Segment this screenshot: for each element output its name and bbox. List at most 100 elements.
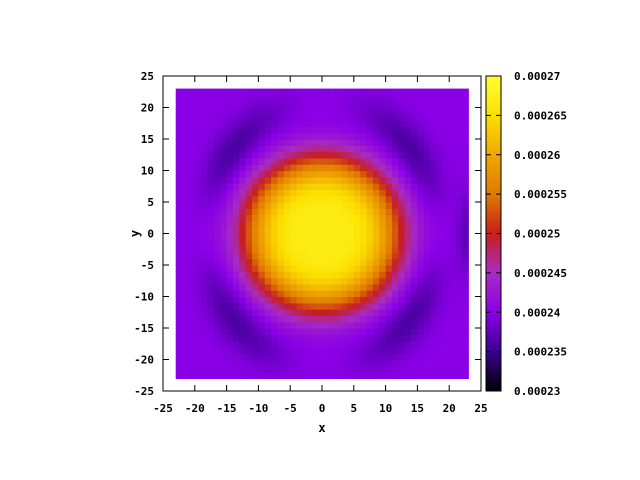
heatmap-cell [188, 145, 196, 153]
heatmap-cell [283, 302, 291, 310]
heatmap-cell [182, 220, 190, 228]
heatmap-cell [188, 139, 196, 146]
heatmap-cell [366, 258, 374, 266]
heatmap-cell [252, 252, 259, 260]
heatmap-cell [455, 164, 463, 172]
heatmap-cell [423, 233, 431, 241]
heatmap-cell [360, 189, 368, 197]
heatmap-cell [436, 214, 444, 222]
heatmap-cell [341, 145, 349, 153]
heatmap-cell [449, 220, 457, 228]
heatmap-cell [423, 107, 431, 115]
heatmap-cell [207, 271, 215, 279]
heatmap-cell [213, 309, 221, 316]
heatmap-cell [296, 340, 304, 348]
heatmap-cell [360, 157, 368, 165]
heatmap-cell [315, 265, 323, 272]
heatmap-cell [442, 94, 450, 102]
heatmap-cell [404, 340, 412, 348]
heatmap-cell [245, 283, 253, 291]
heatmap-cell [347, 365, 355, 373]
heatmap-cell [334, 239, 342, 247]
heatmap-cell [220, 328, 228, 335]
heatmap-cell [417, 309, 425, 316]
heatmap-cell [175, 353, 183, 361]
heatmap-cell [258, 321, 266, 329]
heatmap-cell [328, 321, 336, 329]
heatmap-cell [398, 302, 406, 310]
heatmap-cell [423, 309, 431, 316]
heatmap-cell [277, 195, 285, 203]
heatmap-cell [283, 321, 291, 329]
heatmap-cell [182, 107, 190, 115]
heatmap-cell [188, 246, 196, 253]
heatmap-cell [341, 296, 349, 304]
heatmap-cell [201, 239, 209, 247]
heatmap-cell [188, 277, 196, 285]
heatmap-cell [442, 290, 450, 298]
heatmap-cell [213, 271, 221, 279]
heatmap-cell [423, 365, 431, 373]
heatmap-cell [271, 145, 279, 153]
colorbar-ticks: 0.000230.0002350.000240.0002450.000250.0… [486, 70, 567, 398]
heatmap-cell [277, 157, 285, 165]
heatmap-cell [194, 113, 202, 121]
heatmap-cell [353, 258, 361, 266]
heatmap-cell [296, 277, 304, 285]
heatmap-cell [417, 246, 425, 253]
heatmap-cell [188, 321, 196, 329]
heatmap-cell [264, 94, 272, 102]
heatmap-cell [442, 334, 450, 342]
heatmap-cell [207, 346, 215, 354]
heatmap-cell [347, 359, 355, 367]
heatmap-cell [264, 145, 272, 153]
heatmap-cell [461, 258, 469, 266]
heatmap-cell [220, 334, 228, 342]
heatmap-cell [455, 246, 463, 253]
heatmap-cell [290, 88, 298, 96]
heatmap-cell [245, 246, 253, 253]
heatmap-cell [220, 296, 228, 304]
heatmap-cell [252, 346, 259, 354]
heatmap-cell [442, 126, 450, 134]
heatmap-cell [207, 290, 215, 298]
heatmap-cell [245, 202, 253, 209]
heatmap-cell [239, 359, 247, 367]
heatmap-cell [245, 208, 253, 216]
heatmap-cell [360, 265, 368, 272]
heatmap-cell [449, 353, 457, 361]
heatmap-cell [283, 346, 291, 354]
heatmap-cell [353, 283, 361, 291]
heatmap-cell [417, 328, 425, 335]
heatmap-cell [182, 164, 190, 172]
heatmap-cell [226, 126, 234, 134]
heatmap-cell [385, 145, 393, 153]
heatmap-cell [449, 309, 457, 316]
heatmap-cell [404, 164, 412, 172]
heatmap-cell [341, 321, 349, 329]
heatmap-cell [322, 113, 329, 121]
heatmap-cell [385, 189, 393, 197]
heatmap-cell [264, 126, 272, 134]
heatmap-cell [353, 183, 361, 190]
heatmap-cell [277, 359, 285, 367]
heatmap-cell [277, 252, 285, 260]
heatmap-cell [252, 321, 259, 329]
heatmap-cell [239, 321, 247, 329]
heatmap-cell [182, 239, 190, 247]
heatmap-cell [360, 346, 368, 354]
heatmap-cell [194, 246, 202, 253]
heatmap-cell [417, 227, 425, 235]
heatmap-cell [290, 227, 298, 235]
heatmap-cell [220, 202, 228, 209]
heatmap-cell [239, 265, 247, 272]
heatmap-cell [391, 239, 399, 247]
heatmap-cell [283, 353, 291, 361]
heatmap-cell [398, 202, 406, 209]
heatmap-cell [194, 328, 202, 335]
heatmap-cell [461, 315, 469, 323]
heatmap-cell [175, 208, 183, 216]
heatmap-cell [353, 252, 361, 260]
heatmap-cell [353, 214, 361, 222]
heatmap-cell [372, 265, 380, 272]
